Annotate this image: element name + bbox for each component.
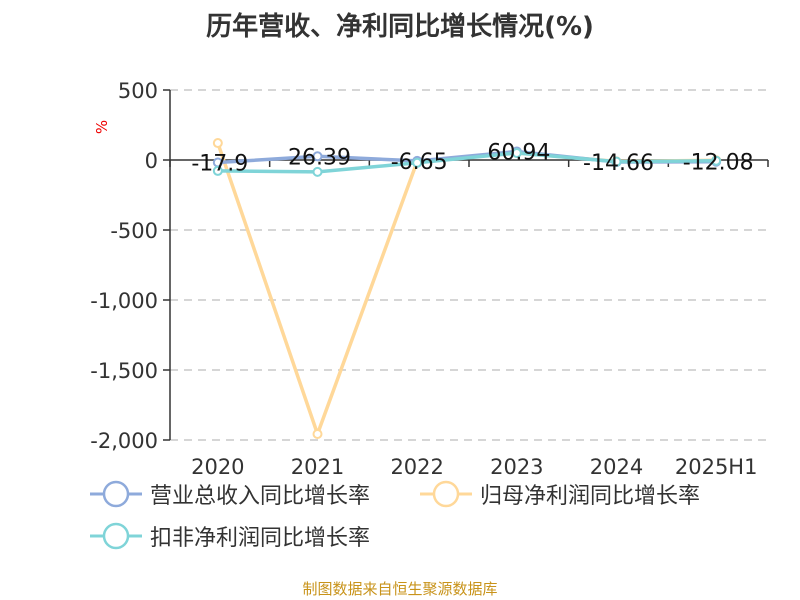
data-label: -17.9: [191, 152, 248, 177]
data-label: 60.94: [487, 140, 550, 165]
legend-item-deducted-net-profit[interactable]: 扣非净利润同比增长率: [90, 520, 370, 552]
legend-item-revenue[interactable]: 营业总收入同比增长率: [90, 478, 370, 510]
series-line: [217, 151, 717, 174]
data-point: [511, 148, 522, 158]
series-line: [216, 142, 717, 440]
legend-item-net-profit[interactable]: 归母净利润同比增长率: [420, 478, 700, 510]
chart-title: 历年营收、净利同比增长情况(%): [206, 12, 594, 42]
legend-marker-icon: [420, 480, 472, 508]
y-tick-label: 500: [118, 79, 158, 103]
legend-label: 扣非净利润同比增长率: [150, 526, 371, 551]
data-point: [212, 165, 223, 176]
data-label: -6.65: [391, 150, 448, 175]
data-point: [611, 156, 622, 167]
y-tick-label: 0: [145, 149, 158, 173]
x-tick-label: 2024: [590, 455, 643, 479]
y-tick-label: -2,000: [90, 429, 158, 453]
data-point: [312, 428, 323, 439]
x-tick-label: 2023: [490, 455, 543, 479]
data-point: [312, 151, 323, 162]
legend-label: 归母净利润同比增长率: [480, 484, 701, 509]
legend-marker-icon: [90, 522, 142, 550]
data-label: 26.39: [288, 145, 351, 170]
legend-marker-icon: [90, 480, 142, 508]
y-tick-label: -1,500: [90, 359, 158, 383]
x-tick-label: 2025H1: [675, 455, 758, 479]
y-tick-label: -1,000: [90, 289, 158, 313]
data-source: 制图数据来自恒生聚源数据库: [302, 580, 498, 598]
y-tick-label: -500: [110, 219, 158, 243]
x-tick-label: 2020: [191, 455, 244, 479]
data-point: [711, 155, 722, 166]
data-point: [412, 157, 423, 168]
x-tick-label: 2022: [390, 455, 443, 479]
y-axis-label: %: [93, 120, 111, 134]
data-point: [212, 138, 223, 149]
legend-label: 营业总收入同比增长率: [150, 484, 371, 509]
data-point: [312, 166, 323, 177]
data-label: -12.08: [683, 151, 754, 176]
data-label: -14.66: [583, 151, 654, 176]
x-tick-label: 2021: [291, 455, 344, 479]
